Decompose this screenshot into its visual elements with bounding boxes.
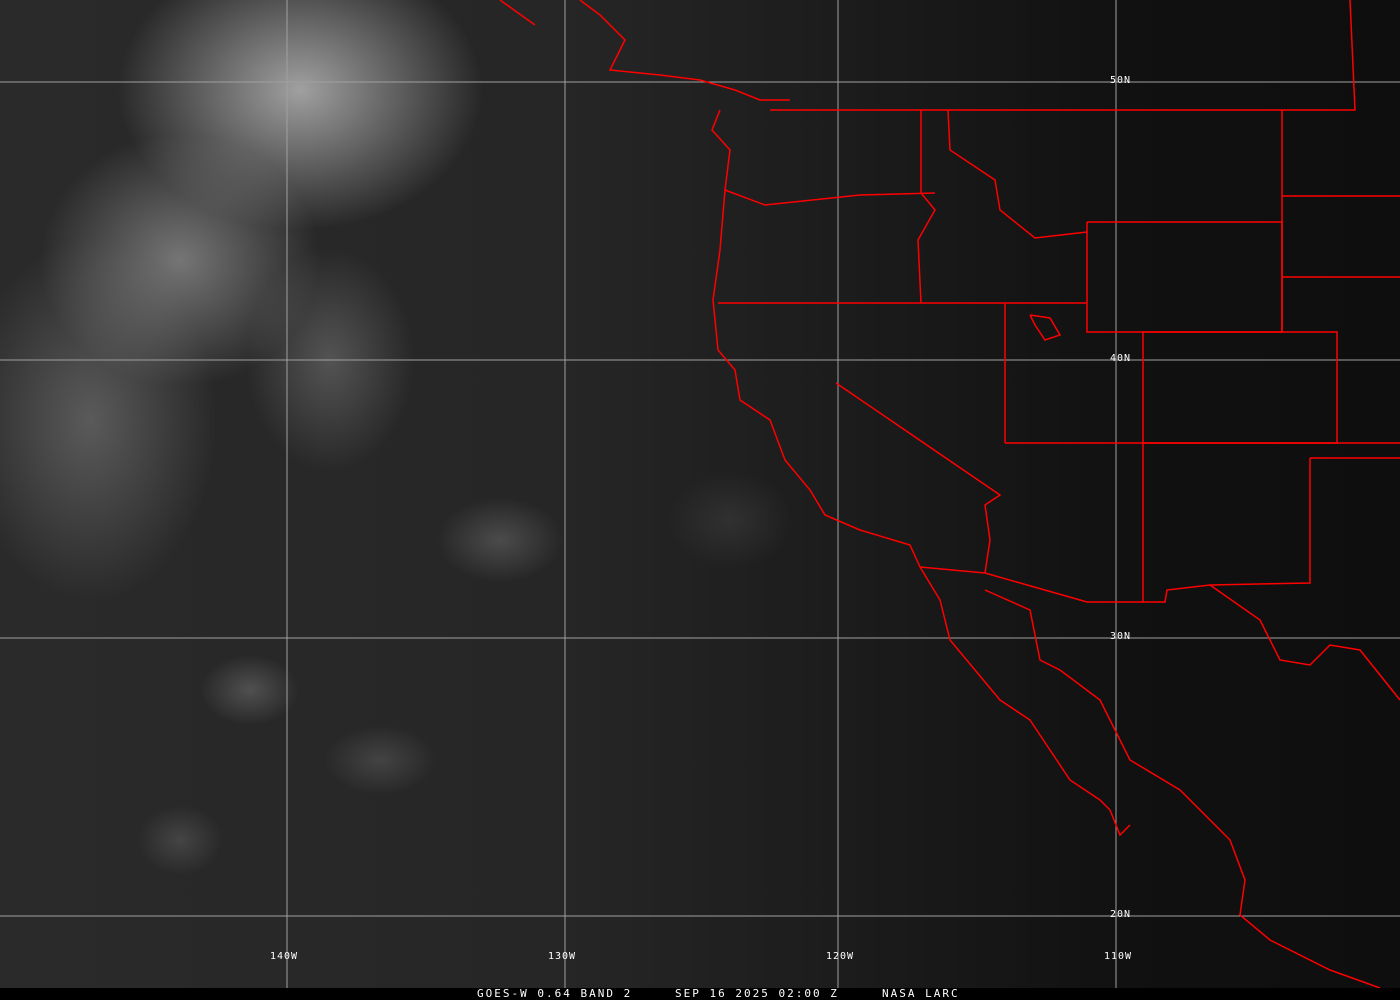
lon-label-140w: 140W — [270, 951, 299, 962]
baja-west-coast — [919, 566, 1131, 837]
lon-label-120w: 120W — [826, 951, 855, 962]
us-canada-border — [770, 0, 1356, 111]
political-boundaries — [499, 0, 1400, 988]
lat-label-20n: 20N — [1110, 909, 1132, 920]
image-caption-bar: GOES-W 0.64 BAND 2 SEP 16 2025 02:00 Z N… — [0, 988, 1400, 1000]
credit-label: NASA LARC — [882, 987, 960, 1000]
west-coast — [711, 109, 921, 568]
lon-label-110w: 110W — [1104, 951, 1133, 962]
nm-tx-border — [919, 458, 1311, 603]
great-salt-lake — [1029, 314, 1062, 341]
baja-east-coast — [984, 589, 1381, 988]
idaho-west-border — [917, 110, 936, 304]
bc-coast-2 — [579, 0, 790, 101]
rio-grande — [1209, 584, 1400, 701]
ca-nv-border — [835, 382, 1002, 574]
lat-label-50n: 50N — [1110, 75, 1132, 86]
colorado — [1142, 331, 1338, 444]
lat-label-30n: 30N — [1110, 631, 1132, 642]
lon-label-130w: 130W — [548, 951, 577, 962]
datetime-label: SEP 16 2025 02:00 Z — [675, 987, 839, 1000]
lat-label-40n: 40N — [1110, 353, 1132, 364]
wa-or-border — [724, 189, 936, 206]
bc-coast — [499, 0, 536, 26]
product-label: GOES-W 0.64 BAND 2 — [477, 987, 633, 1000]
id-mt-border — [947, 109, 1088, 239]
